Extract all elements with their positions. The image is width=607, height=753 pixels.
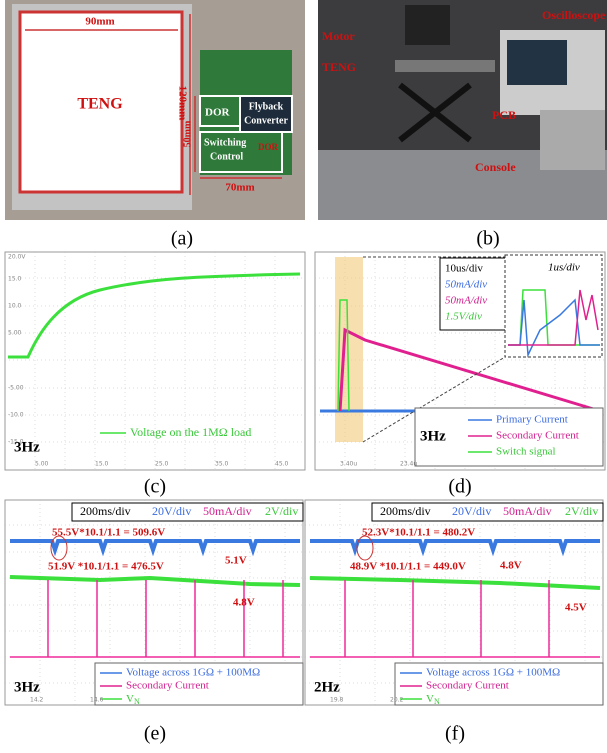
legend-item: Voltage on the 1MΩ load xyxy=(130,425,251,439)
tick-label: 15.0 xyxy=(95,461,109,468)
tick-label: 45.0 xyxy=(275,461,289,468)
legend-item: Voltage across 1GΩ + 100MΩ xyxy=(426,667,560,679)
tick-label: 23.4u xyxy=(400,461,417,468)
scale-label: 2V/div xyxy=(265,504,298,518)
photo-label: Motor xyxy=(322,29,355,43)
freq-label: 3Hz xyxy=(14,439,40,455)
tick-label: 5.00 xyxy=(35,461,49,468)
scale-label: 50mA/div xyxy=(445,279,487,291)
tick-label: -5.00 xyxy=(8,385,24,392)
caption: (f) xyxy=(445,723,465,745)
annotation: 52.3V*10.1/1.1 = 480.2V xyxy=(362,527,475,539)
legend-item: VN xyxy=(426,693,440,706)
annotation: 5.1V xyxy=(225,555,247,567)
scale-label: 1.5V/div xyxy=(445,311,482,323)
scale-label: 50mA/div xyxy=(203,504,252,518)
legend-item: Primary Current xyxy=(496,414,568,426)
tick-label: 25.0 xyxy=(155,461,169,468)
freq-label: 3Hz xyxy=(14,679,40,695)
photo-b xyxy=(318,0,607,220)
tick-label: 14.6 xyxy=(90,697,104,704)
annotation: 4.8V xyxy=(500,560,522,572)
legend-item: Secondary Current xyxy=(126,680,209,692)
tick-label: 10.0 xyxy=(8,303,22,310)
legend-subscript: N xyxy=(134,697,140,706)
tick-label: 20.2 xyxy=(390,697,404,704)
board-label: Switching xyxy=(204,137,246,148)
tick-label: 20.0V xyxy=(8,254,26,261)
scale-label: 20V/div xyxy=(152,504,191,518)
tick-label: -10.0 xyxy=(8,412,24,419)
dim-label: 70mm xyxy=(225,182,254,194)
board-label: Control xyxy=(210,151,243,162)
scope-d xyxy=(314,251,606,471)
annotation: 55.5V*10.1/1.1 = 509.6V xyxy=(52,527,165,539)
tick-label: 3.40u xyxy=(340,461,357,468)
legend-item: Secondary Current xyxy=(426,680,509,692)
tick-label: 14.2 xyxy=(30,697,44,704)
scale-label: 50mA/div xyxy=(503,504,552,518)
board-label: DOR xyxy=(258,142,279,152)
photo-label: PCB xyxy=(492,108,516,122)
freq-label: 3Hz xyxy=(420,428,446,444)
caption: (e) xyxy=(144,723,166,745)
freq-label: 2Hz xyxy=(314,679,340,695)
dim-label: 90mm xyxy=(85,16,114,28)
caption: (a) xyxy=(171,228,193,250)
board-label: Converter xyxy=(244,115,288,126)
scope-f xyxy=(304,499,604,706)
teng-label: TENG xyxy=(77,96,123,113)
inset-scale: 1us/div xyxy=(548,262,580,274)
scope-e xyxy=(4,499,304,706)
tick-label: 35.0 xyxy=(215,461,229,468)
scale-label: 2V/div xyxy=(565,504,598,518)
photo-label: Oscilloscope xyxy=(542,8,606,22)
board-label: Flyback xyxy=(249,101,284,112)
scale-label: 200ms/div xyxy=(80,504,131,518)
board-label: DOR xyxy=(205,107,231,119)
legend-text: V xyxy=(426,693,434,705)
annotation: 51.9V *10.1/1.1 = 476.5V xyxy=(48,561,164,573)
dim-label: 120mm xyxy=(176,86,188,121)
annotation: 48.9V *10.1/1.1 = 449.0V xyxy=(350,561,466,573)
dim-label: 50mm xyxy=(182,120,193,147)
legend-item: Voltage across 1GΩ + 100MΩ xyxy=(126,667,260,679)
photo-label: Console xyxy=(475,160,516,174)
scale-label: 50mA/div xyxy=(445,295,487,307)
tick-label: 19.8 xyxy=(330,697,344,704)
tick-label: 15.0 xyxy=(8,276,22,283)
scale-label: 10us/div xyxy=(445,263,483,275)
tick-label: -15.0 xyxy=(8,439,24,446)
annotation: 4.8V xyxy=(233,597,255,609)
legend-item: VN xyxy=(126,693,140,706)
caption: (b) xyxy=(476,228,499,250)
scope-c xyxy=(4,251,306,471)
tick-label: 5.00 xyxy=(8,330,22,337)
legend-subscript: N xyxy=(434,697,440,706)
legend-item: Switch signal xyxy=(496,446,556,458)
photo-label: TENG xyxy=(322,60,356,74)
legend-text: V xyxy=(126,693,134,705)
photo-a xyxy=(5,0,305,220)
scale-label: 200ms/div xyxy=(380,504,431,518)
annotation: 4.5V xyxy=(565,602,587,614)
caption: (d) xyxy=(448,476,471,498)
scale-label: 20V/div xyxy=(452,504,491,518)
caption: (c) xyxy=(144,476,166,498)
legend-item: Secondary Current xyxy=(496,430,579,442)
